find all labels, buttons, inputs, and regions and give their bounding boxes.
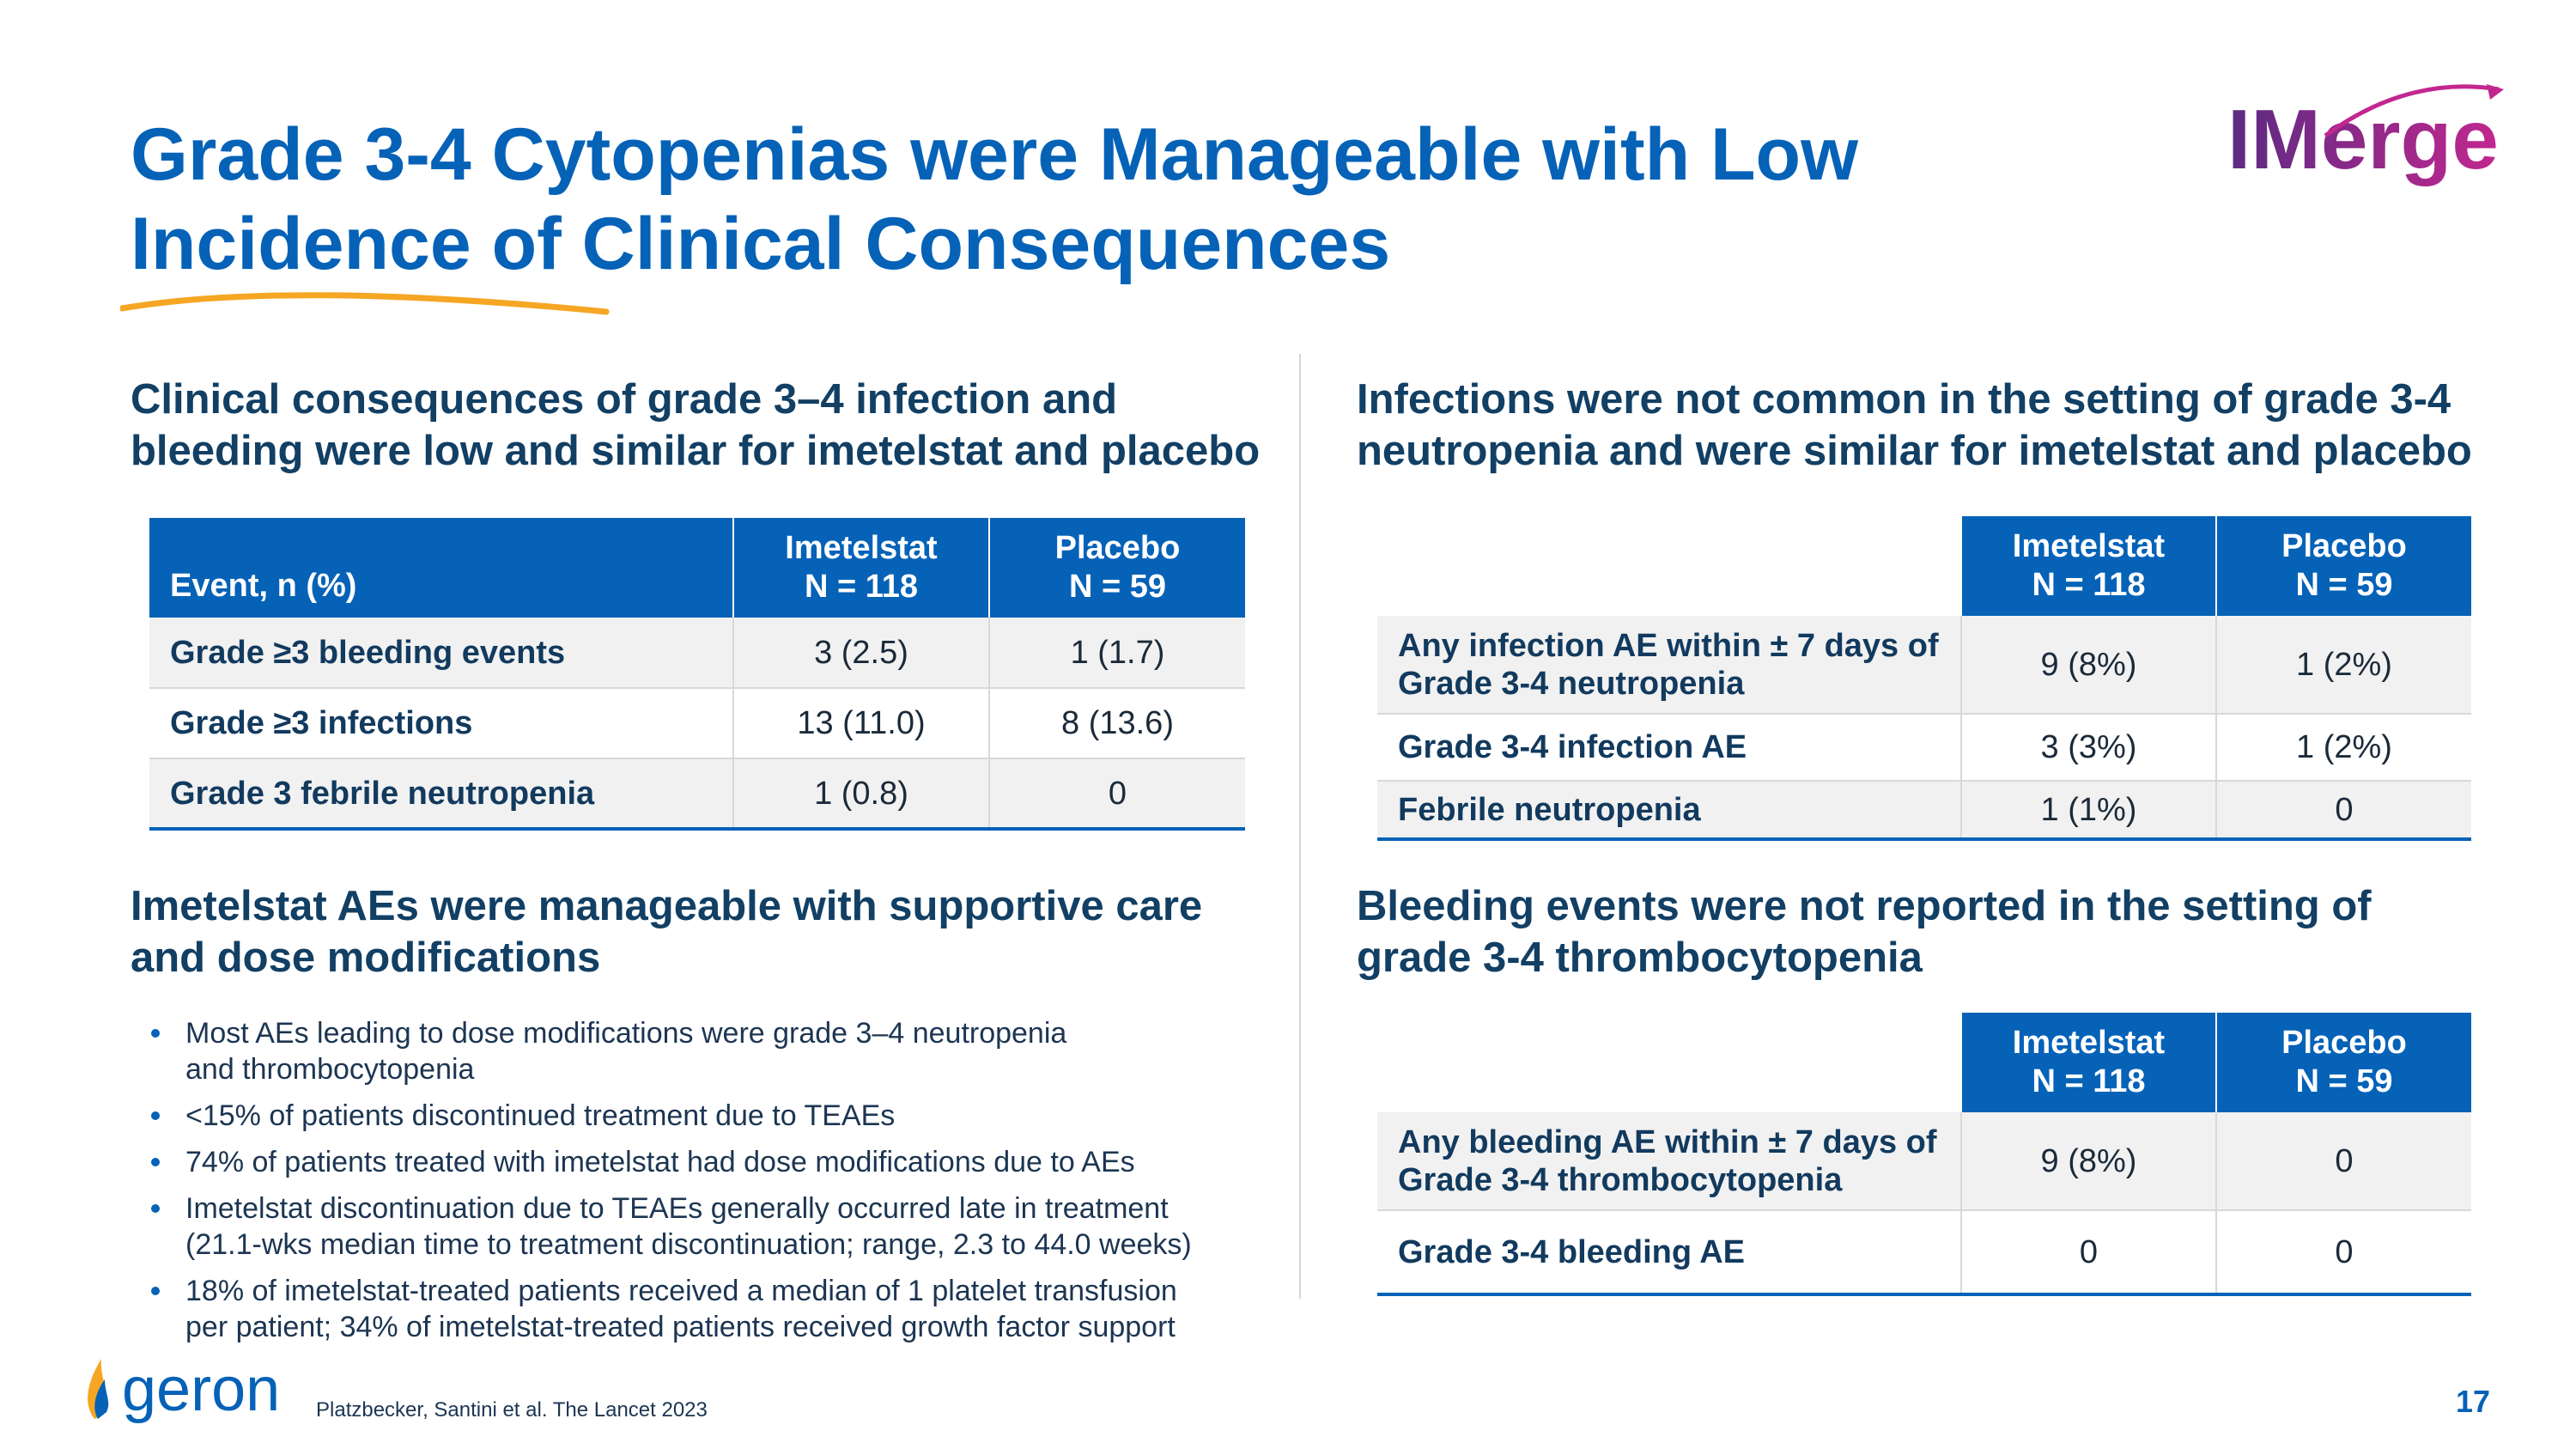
heading-line: Imetelstat AEs were manageable with supp… (131, 883, 1203, 929)
row-label: Grade ≥3 infections (149, 687, 733, 758)
page-title: Grade 3-4 Cytopenias were Manageable wit… (131, 110, 2020, 289)
bleeding-infection-table: Event, n (%) Imetelstat N = 118 Placebo N … (149, 518, 1245, 831)
heading-line: and dose modifications (131, 935, 601, 981)
table-row: Any bleeding AE within ± 7 days of Grade … (1377, 1112, 2471, 1210)
heading-line: bleeding were low and similar for imetel… (131, 428, 1261, 474)
title-underline-swoosh (120, 292, 610, 315)
row-label: Grade 3 febrile neutropenia (149, 758, 733, 831)
table-header-row: Imetelstat N = 118 Placebo N = 59 (1377, 1013, 2471, 1112)
header-blank (1377, 516, 1961, 616)
table-row: Febrile neutropenia 1 (1%) 0 (1377, 780, 2471, 841)
cell-placebo: 0 (2215, 1112, 2471, 1210)
header-event: Event, n (%) (149, 518, 733, 618)
page-title-line: Grade 3-4 Cytopenias were Manageable wit… (131, 113, 1858, 196)
heading-line: grade 3-4 thrombocytopenia (1357, 935, 1923, 981)
infection-neutropenia-table: Imetelstat N = 118 Placebo N = 59 Any infe… (1377, 516, 2471, 841)
list-item: <15% of patients discontinued treatment … (144, 1098, 1303, 1134)
heading-line: neutropenia and were similar for imetels… (1357, 428, 2472, 474)
bleeding-thrombocytopenia-table: Imetelstat N = 118 Placebo N = 59 Any blee… (1377, 1013, 2471, 1296)
row-label: Grade 3-4 bleeding AE (1377, 1209, 1961, 1296)
row-label: Any bleeding AE within ± 7 days of Grade … (1377, 1112, 1961, 1210)
header-placebo: Placebo N = 59 (988, 518, 1245, 618)
table-header-row: Imetelstat N = 118 Placebo N = 59 (1377, 516, 2471, 616)
cell-imetelstat: 3 (2.5) (732, 618, 989, 688)
list-item: Imetelstat discontinuation due to TEAEs … (144, 1190, 1303, 1263)
heading-line: Bleeding events were not reported in the… (1357, 883, 2372, 929)
table-header-row: Event, n (%) Imetelstat N = 118 Placebo N … (149, 518, 1245, 618)
cell-imetelstat: 3 (3%) (1960, 713, 2216, 781)
citation: Platzbecker, Santini et al. The Lancet 2… (316, 1398, 708, 1422)
geron-logo-text: geron (122, 1355, 280, 1424)
row-label: Grade ≥3 bleeding events (149, 618, 733, 688)
column-divider (1299, 354, 1301, 1299)
cell-imetelstat: 0 (1960, 1209, 2216, 1296)
list-item: Most AEs leading to dose modifications w… (144, 1015, 1303, 1087)
bottom-right-heading: Bleeding events were not reported in the… (1357, 880, 2559, 983)
cell-placebo: 0 (988, 758, 1245, 831)
cell-imetelstat: 13 (11.0) (732, 687, 989, 758)
bottom-left-heading: Imetelstat AEs were manageable with supp… (131, 880, 1298, 983)
page-number: 17 (2456, 1384, 2491, 1419)
header-imetelstat: Imetelstat N = 118 (732, 518, 989, 618)
table-row: Grade 3-4 bleeding AE 0 0 (1377, 1209, 2471, 1296)
cell-placebo: 1 (2%) (2215, 713, 2471, 781)
imerge-logo: IMerge (2227, 84, 2504, 186)
header-blank (1377, 1013, 1961, 1112)
cell-placebo: 8 (13.6) (988, 687, 1245, 758)
row-label: Grade 3-4 infection AE (1377, 713, 1961, 781)
cell-placebo: 0 (2215, 1209, 2471, 1296)
table-row: Grade 3 febrile neutropenia 1 (0.8) 0 (149, 758, 1245, 831)
row-label: Any infection AE within ± 7 days of Grade… (1377, 616, 1961, 714)
list-item: 18% of imetelstat-treated patients recei… (144, 1273, 1303, 1345)
heading-line: Infections were not common in the settin… (1357, 376, 2451, 423)
cell-imetelstat: 9 (8%) (1960, 1112, 2216, 1210)
cell-placebo: 1 (2%) (2215, 616, 2471, 714)
header-placebo: Placebo N = 59 (2215, 516, 2471, 616)
cell-placebo: 0 (2215, 780, 2471, 841)
table-row: Any infection AE within ± 7 days of Grade… (1377, 616, 2471, 714)
cell-imetelstat: 1 (0.8) (732, 758, 989, 831)
heading-line: Clinical consequences of grade 3–4 infec… (131, 376, 1118, 423)
imerge-logo-text: IMerge (2227, 92, 2499, 186)
table-row: Grade 3-4 infection AE 3 (3%) 1 (2%) (1377, 713, 2471, 781)
cell-placebo: 1 (1.7) (988, 618, 1245, 688)
ae-bullet-list: Most AEs leading to dose modifications w… (144, 1015, 1303, 1355)
top-right-heading: Infections were not common in the settin… (1357, 374, 2559, 477)
row-label: Febrile neutropenia (1377, 780, 1961, 841)
geron-logo: geron (88, 1355, 280, 1424)
table-row: Grade ≥3 bleeding events 3 (2.5) 1 (1.7) (149, 618, 1245, 688)
header-placebo: Placebo N = 59 (2215, 1013, 2471, 1112)
header-imetelstat: Imetelstat N = 118 (1960, 1013, 2216, 1112)
cell-imetelstat: 9 (8%) (1960, 616, 2216, 714)
page-title-line: Incidence of Clinical Consequences (131, 203, 1391, 285)
table-row: Grade ≥3 infections 13 (11.0) 8 (13.6) (149, 687, 1245, 758)
header-imetelstat: Imetelstat N = 118 (1960, 516, 2216, 616)
top-left-heading: Clinical consequences of grade 3–4 infec… (131, 374, 1298, 477)
list-item: 74% of patients treated with imetelstat … (144, 1144, 1303, 1180)
cell-imetelstat: 1 (1%) (1960, 780, 2216, 841)
